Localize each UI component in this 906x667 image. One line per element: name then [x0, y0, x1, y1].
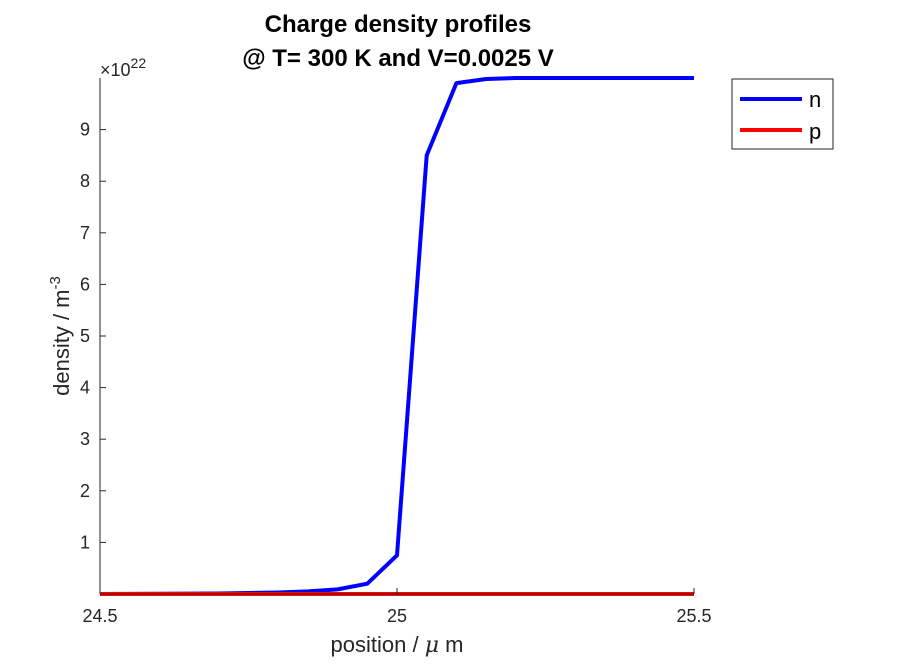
- x-tick-label: 24.5: [82, 606, 117, 626]
- legend-label-p: p: [809, 119, 821, 144]
- x-tick-label: 25.5: [676, 606, 711, 626]
- chart-title-line2: @ T= 300 K and V=0.0025 V: [242, 45, 554, 72]
- y-tick-label: 4: [80, 378, 90, 398]
- y-tick-label: 6: [80, 274, 90, 294]
- y-tick-label: 5: [80, 326, 90, 346]
- y-tick-label: 3: [80, 429, 90, 449]
- legend-label-n: n: [809, 87, 821, 112]
- y-tick-label: 2: [80, 481, 90, 501]
- y-exponent-label: ×1022: [100, 55, 146, 80]
- series-layer: [99, 76, 694, 596]
- y-axis-label: density / m-3: [47, 276, 74, 396]
- y-ticks: 1 2 3 4 5 6 7 8 9: [80, 120, 106, 552]
- chart-title-line1: Charge density profiles: [265, 11, 532, 38]
- legend: n p: [731, 78, 834, 150]
- legend-box: [731, 78, 834, 150]
- x-axis-label: position / μ m: [331, 632, 464, 658]
- series-line-n: [99, 76, 694, 596]
- x-ticks: 24.5 25 25.5: [82, 588, 712, 626]
- y-tick-label: 9: [80, 120, 90, 140]
- y-tick-label: 7: [80, 223, 90, 243]
- y-tick-label: 8: [80, 171, 90, 191]
- plot-area: 24.5 25 25.5 1 2 3 4 5 6 7 8 9: [80, 76, 712, 626]
- y-tick-label: 1: [80, 532, 90, 552]
- x-tick-label: 25: [387, 606, 407, 626]
